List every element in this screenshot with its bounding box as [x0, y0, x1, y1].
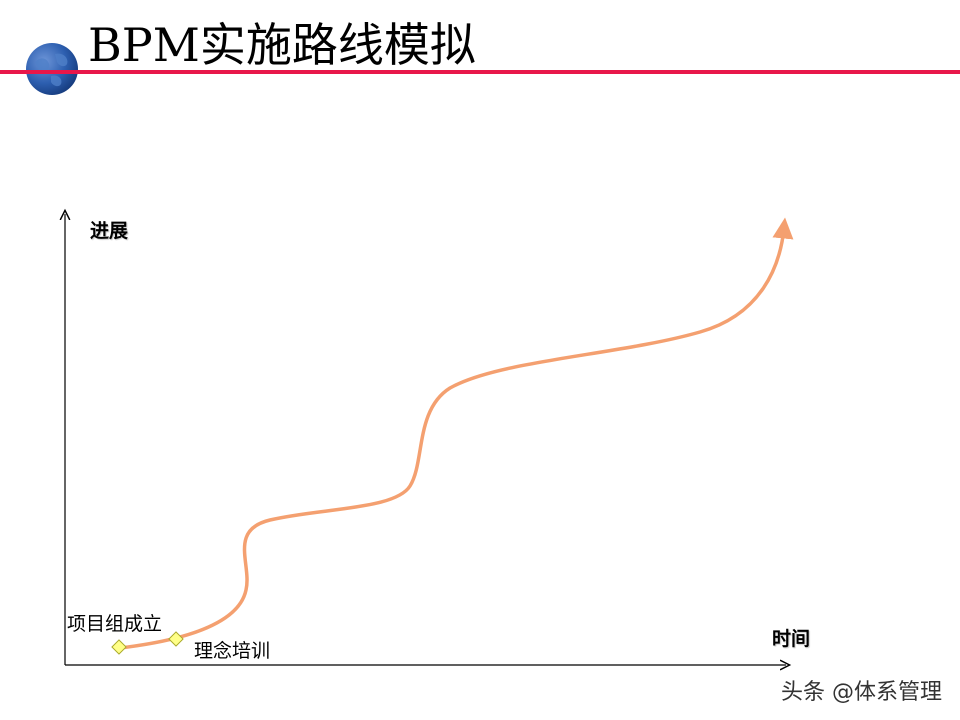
x-axis-label: 时间: [772, 628, 811, 650]
milestone-marker: [168, 631, 184, 647]
watermark: 头条 @体系管理: [781, 680, 942, 705]
page-title: BPM实施路线模拟: [88, 18, 476, 72]
milestone-label: 项目组成立: [67, 613, 163, 635]
milestone-label: 理念培训: [194, 640, 271, 662]
globe-logo: [26, 43, 78, 95]
progress-curve: [118, 217, 794, 650]
title-divider: [0, 70, 960, 74]
y-axis-label: 进展: [90, 220, 129, 242]
milestone-marker: [111, 639, 127, 655]
